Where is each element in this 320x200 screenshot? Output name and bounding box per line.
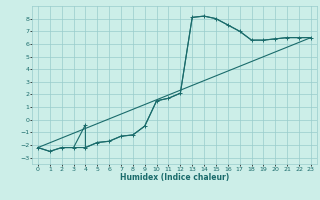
X-axis label: Humidex (Indice chaleur): Humidex (Indice chaleur) [120,173,229,182]
